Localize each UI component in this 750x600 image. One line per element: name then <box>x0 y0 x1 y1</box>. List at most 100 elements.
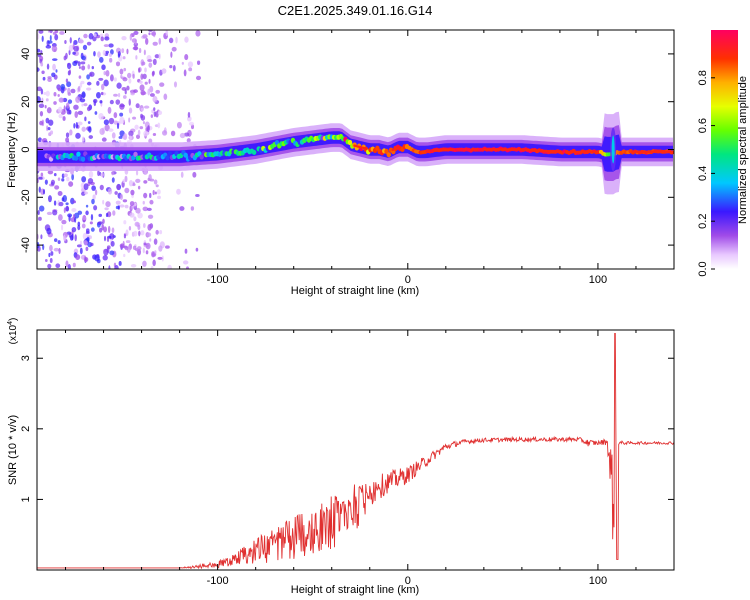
spectrogram-noise-point <box>94 254 100 262</box>
spectrogram-noise-point <box>124 187 130 194</box>
spectrogram-noise-point <box>143 49 146 56</box>
snr-y-ticks: 1 2 3 <box>20 355 674 502</box>
spectrogram-noise-point <box>122 77 128 82</box>
spectrogram-noise-point <box>152 259 156 267</box>
spectrogram-noise-point <box>68 181 74 187</box>
spectrogram-noise-point <box>51 72 56 78</box>
spectrogram-noise-point <box>107 188 113 195</box>
spectrogram-noise-point <box>119 112 124 117</box>
spectrogram-noise-point <box>52 63 56 71</box>
spectrogram-noise-point <box>150 265 154 269</box>
spectrogram-noise-point <box>91 185 96 191</box>
spectrogram-noise-point <box>47 170 54 175</box>
spectrogram-noise-point <box>186 138 191 143</box>
spectrogram-noise-point <box>44 179 48 185</box>
spectrogram-noise-point <box>132 46 139 51</box>
spectrogram-core-point <box>167 151 172 157</box>
spectrogram-noise-point <box>97 51 101 58</box>
spectrogram-noise-point <box>54 34 59 41</box>
spectrogram-noise-point <box>125 240 131 244</box>
spectrogram-core-point <box>386 152 391 158</box>
snr-x-tick-label: 100 <box>589 575 607 587</box>
snr-frame <box>36 329 675 571</box>
spectrogram-noise-point <box>119 103 125 110</box>
chart-title: C2E1.2025.349.01.16.G14 <box>278 3 433 18</box>
spectrogram-noise-point <box>40 172 44 177</box>
spectrogram-noise-point <box>143 180 148 184</box>
spectrogram-noise-point <box>98 112 104 120</box>
spectrogram-noise-point <box>142 200 145 205</box>
spectrogram-noise-point <box>172 65 176 72</box>
spectrogram-noise-point <box>119 193 124 200</box>
spectrogram-noise-point <box>86 106 91 112</box>
spectrogram-noise-point <box>126 48 129 55</box>
spectrogram-noise-point <box>70 88 76 94</box>
spectrogram-noise-point <box>179 132 186 139</box>
spectrogram-noise-point <box>122 179 126 184</box>
spectrogram-noise-point <box>54 185 60 190</box>
spectrogram-noise-point <box>93 205 98 211</box>
snr-x-ticks: -100 0 100 <box>65 330 675 587</box>
spectrogram-noise-point <box>66 62 72 70</box>
spectrogram-noise-point <box>142 73 147 80</box>
spectrogram-noise-point <box>113 112 118 119</box>
spectrogram-noise-point <box>50 130 54 135</box>
spectrogram-noise-point <box>97 221 103 225</box>
spectrogram-noise-point <box>42 76 46 81</box>
spectrogram-noise-point <box>82 232 88 240</box>
spectrogram-noise-point <box>156 189 161 195</box>
spectrogram-noise-point <box>149 93 155 97</box>
spectrogram-noise-point <box>61 178 65 182</box>
spectrogram-noise-point <box>59 31 65 35</box>
spectrogram-noise-point <box>72 262 76 268</box>
spectrogram-x-axis-label: Height of straight line (km) <box>291 285 419 297</box>
spectrogram-noise-point <box>146 232 152 237</box>
spectrogram-noise-point <box>66 206 69 212</box>
spectrogram-noise-point <box>115 200 121 205</box>
spectrogram-noise-point <box>65 78 69 83</box>
spectrogram-noise-point <box>173 81 178 88</box>
spectrogram-noise-point <box>135 170 139 176</box>
snr-y-tick-label: 3 <box>20 355 32 361</box>
colorbar-tick-label: 0.4 <box>697 166 709 181</box>
spectrogram-noise-point <box>147 177 150 182</box>
spectrogram-noise-point <box>87 178 94 184</box>
spectrogram-noise-point <box>45 98 49 102</box>
spectrogram-noise-point <box>44 104 47 109</box>
spectrogram-core-point <box>199 154 204 160</box>
colorbar-tick-label: 0.2 <box>697 214 709 229</box>
spectrogram-noise-point <box>109 250 115 256</box>
spectrogram-noise-point <box>157 256 163 260</box>
spectrogram-noise-point <box>66 176 70 182</box>
spectrogram-noise-point <box>123 133 128 141</box>
spectrogram-noise-point <box>85 246 89 252</box>
spectrogram-noise-point <box>158 37 162 45</box>
spectrogram-noise-point <box>157 122 161 129</box>
spectrogram-spike-core <box>611 135 615 164</box>
spectrogram-noise-point <box>82 44 88 51</box>
spectrogram-noise-point <box>144 81 148 85</box>
spectrogram-noise-point <box>101 64 106 71</box>
snr-y-tick-label: 2 <box>20 426 32 432</box>
spectrogram-noise-point <box>45 44 52 49</box>
spectrogram-noise-point <box>147 88 151 96</box>
spectrogram-noise-point <box>42 189 46 195</box>
spectrogram-noise-point <box>181 61 184 65</box>
spectrogram-noise-point <box>111 227 115 234</box>
spectrogram-noise-point <box>99 227 103 233</box>
spectrogram-noise-point <box>151 31 156 36</box>
spectrogram-noise-point <box>165 30 169 37</box>
spectrogram-noise-point <box>152 190 155 196</box>
spectrogram-y-axis-label: Frequency (Hz) <box>6 112 18 188</box>
spectrogram-noise-point <box>135 178 141 183</box>
spectrogram-noise-point <box>75 132 81 139</box>
spectrogram-panel: -100 0 100 -40 -20 0 20 40 Height of straight … <box>6 29 675 297</box>
spectrogram-noise-point <box>41 70 45 75</box>
spectrogram-noise-point <box>65 132 70 138</box>
spectrogram-noise-point <box>170 130 176 137</box>
spectrogram-noise-point <box>153 179 158 185</box>
spectrogram-noise-point <box>52 31 57 35</box>
spectrogram-noise-point <box>98 213 103 218</box>
spectrogram-outer-band <box>37 125 673 181</box>
spectrogram-noise-point <box>115 99 121 105</box>
